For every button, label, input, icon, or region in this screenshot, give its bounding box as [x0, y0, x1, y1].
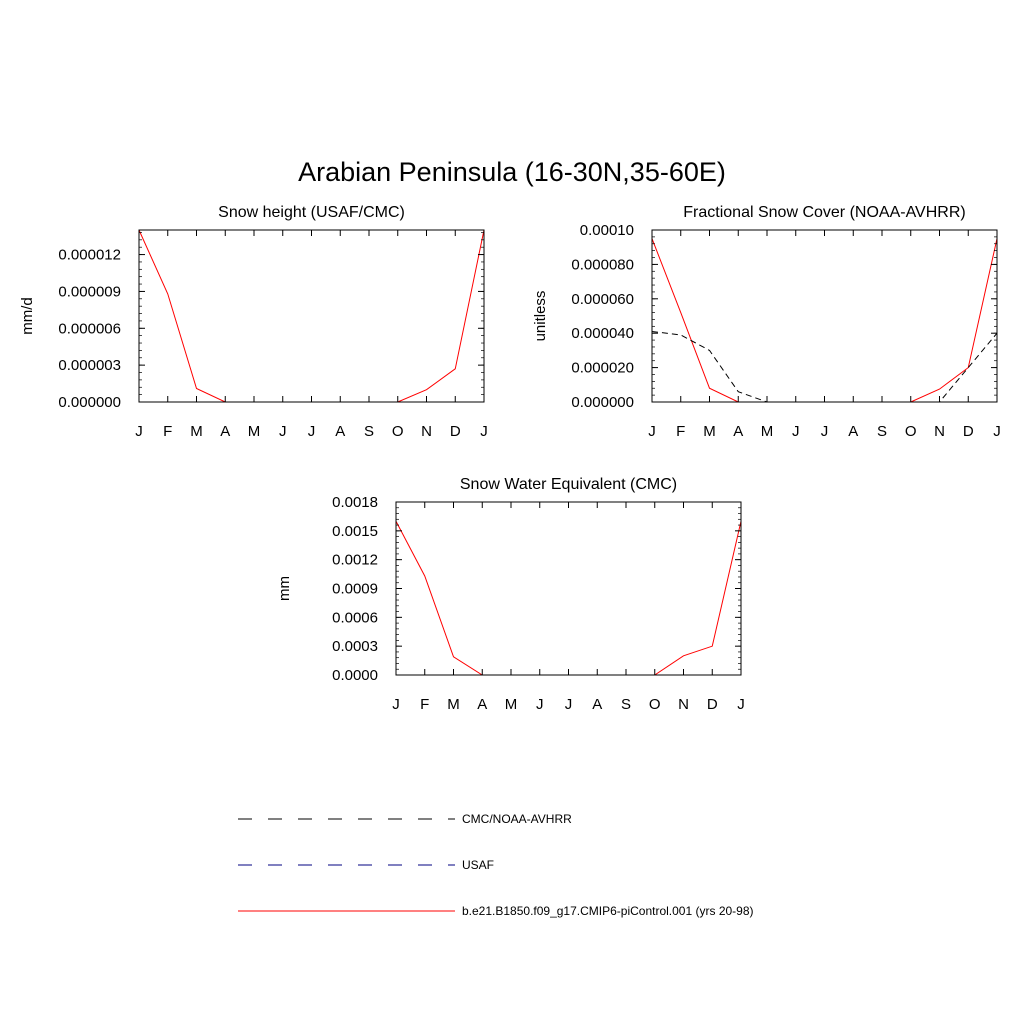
chart-panel-snow-cover: Fractional Snow Cover (NOAA-AVHRR) unitle… — [532, 204, 1001, 440]
x-tick-label: J — [392, 696, 400, 713]
panel-title: Snow Water Equivalent (CMC) — [460, 476, 677, 493]
x-tick-label: D — [963, 423, 974, 440]
y-tick-label: 0.0000 — [332, 667, 378, 684]
series-line-1 — [395, 520, 742, 676]
x-tick-label: F — [420, 696, 429, 713]
legend-label: b.e21.B1850.f09_g17.CMIP6-piControl.001 … — [462, 904, 754, 918]
x-tick-label: J — [648, 423, 656, 440]
x-tick-label: F — [676, 423, 685, 440]
x-tick-label: A — [335, 423, 345, 440]
x-tick-label: J — [279, 423, 287, 440]
y-tick-label: 0.000012 — [58, 247, 121, 264]
x-tick-label: J — [993, 423, 1001, 440]
x-tick-label: J — [565, 696, 573, 713]
x-tick-label: S — [877, 423, 887, 440]
y-tick-label: 0.000003 — [58, 357, 121, 374]
x-tick-label: J — [480, 423, 488, 440]
chart-panels: Snow height (USAF/CMC) mm/d 0.000000 0.0000… — [19, 204, 1001, 713]
legend-item: b.e21.B1850.f09_g17.CMIP6-piControl.001 … — [238, 904, 754, 918]
y-axis-label: unitless — [532, 291, 549, 342]
panel-title: Snow height (USAF/CMC) — [218, 204, 405, 221]
x-tick-label: S — [621, 696, 631, 713]
y-tick-label: 0.0009 — [332, 581, 378, 598]
y-tick-label: 0.000006 — [58, 320, 121, 337]
x-tick-label: O — [905, 423, 917, 440]
x-tick-label: A — [477, 696, 487, 713]
x-tick-label: A — [733, 423, 743, 440]
panel-title: Fractional Snow Cover (NOAA-AVHRR) — [683, 204, 965, 221]
legend-item: CMC/NOAA-AVHRR — [238, 812, 572, 826]
y-tick-label: 0.0006 — [332, 609, 378, 626]
x-tick-label: N — [678, 696, 689, 713]
y-tick-label: 0.00010 — [580, 222, 634, 239]
legend-label: CMC/NOAA-AVHRR — [462, 812, 572, 826]
y-axis-label: mm/d — [19, 297, 36, 335]
x-tick-label: A — [220, 423, 230, 440]
y-tick-label: 0.0003 — [332, 638, 378, 655]
y-tick-label: 0.000009 — [58, 283, 121, 300]
x-tick-label: J — [135, 423, 143, 440]
y-tick-label: 0.000060 — [571, 291, 634, 308]
x-tick-label: O — [392, 423, 404, 440]
x-tick-label: N — [934, 423, 945, 440]
plot-frame — [395, 501, 742, 676]
x-tick-label: D — [707, 696, 718, 713]
x-tick-label: D — [450, 423, 461, 440]
series-line-1 — [651, 238, 998, 403]
legend-label: USAF — [462, 858, 494, 872]
plot-frame — [651, 229, 998, 403]
x-tick-label: J — [821, 423, 829, 440]
y-tick-label: 0.0015 — [332, 523, 378, 540]
x-tick-label: O — [649, 696, 661, 713]
x-tick-label: F — [163, 423, 172, 440]
legend-item: USAF — [238, 858, 494, 872]
chart-panel-snow-height: Snow height (USAF/CMC) mm/d 0.000000 0.0000… — [19, 204, 488, 440]
series-line-1 — [138, 229, 485, 403]
x-tick-label: J — [737, 696, 745, 713]
x-tick-label: M — [190, 423, 203, 440]
x-tick-label: A — [848, 423, 858, 440]
x-tick-label: S — [364, 423, 374, 440]
figure-title: Arabian Peninsula (16-30N,35-60E) — [298, 157, 726, 187]
legend: CMC/NOAA-AVHRR USAF b.e21.B1850.f09_g17.CM… — [238, 812, 754, 918]
x-tick-label: J — [792, 423, 800, 440]
x-tick-label: M — [447, 696, 460, 713]
x-tick-label: N — [421, 423, 432, 440]
x-tick-label: M — [505, 696, 518, 713]
y-tick-label: 0.000020 — [571, 360, 634, 377]
series-line-2 — [651, 330, 998, 403]
y-axis-label: mm — [276, 576, 293, 601]
y-tick-label: 0.0012 — [332, 552, 378, 569]
x-tick-label: A — [592, 696, 602, 713]
x-tick-label: J — [308, 423, 316, 440]
y-tick-label: 0.000000 — [58, 394, 121, 411]
y-tick-label: 0.000000 — [571, 394, 634, 411]
y-tick-label: 0.000040 — [571, 325, 634, 342]
x-tick-label: J — [536, 696, 544, 713]
x-tick-label: M — [761, 423, 774, 440]
x-tick-label: M — [703, 423, 716, 440]
x-tick-label: M — [248, 423, 261, 440]
y-tick-label: 0.000080 — [571, 256, 634, 273]
plot-frame — [138, 229, 485, 403]
y-tick-label: 0.0018 — [332, 494, 378, 511]
chart-panel-swe: Snow Water Equivalent (CMC) mm 0.0000 0.000… — [276, 476, 745, 713]
